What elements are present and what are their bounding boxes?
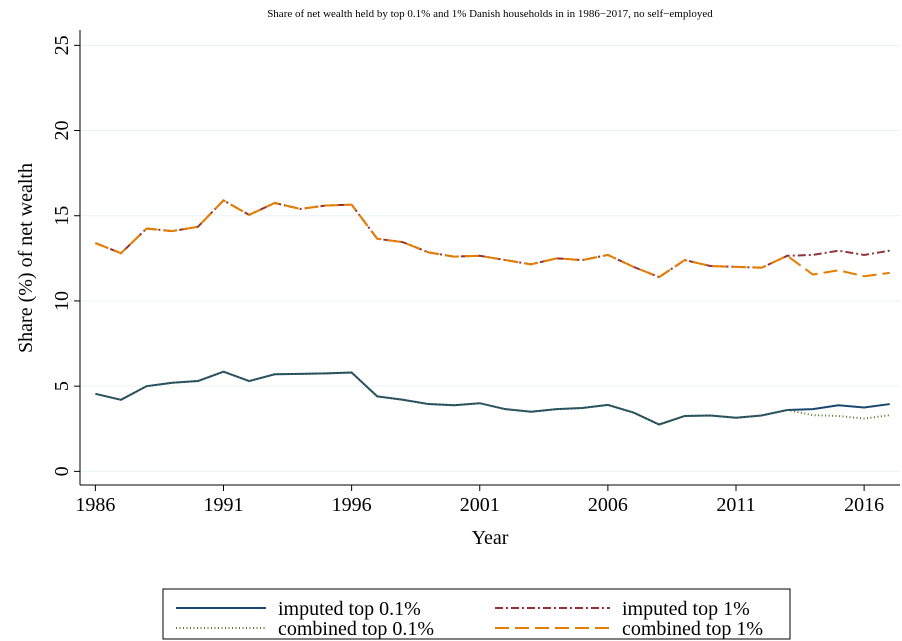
x-tick-label: 2001 xyxy=(460,494,500,516)
series-line xyxy=(95,199,890,279)
x-tick-label: 2006 xyxy=(588,494,628,516)
x-tick-label: 1996 xyxy=(332,494,372,516)
x-axis-label: Year xyxy=(472,527,509,549)
y-axis-label: Share (%) of net wealth xyxy=(15,163,37,353)
legend-label: combined top 0.1% xyxy=(278,618,434,640)
legend-label: imputed top 0.1% xyxy=(278,598,421,620)
y-tick-label: 10 xyxy=(51,291,73,311)
x-tick-label: 2011 xyxy=(716,494,755,516)
x-tick-label: 2016 xyxy=(844,494,884,516)
y-tick-label: 15 xyxy=(51,206,73,226)
x-tick-label: 1986 xyxy=(75,494,115,516)
legend-box xyxy=(162,588,791,640)
y-tick-label: 5 xyxy=(51,381,73,391)
legend-label: imputed top 1% xyxy=(622,598,750,620)
chart-title: Share of net wealth held by top 0.1% and… xyxy=(267,8,713,20)
y-tick-label: 20 xyxy=(51,121,73,141)
series-line xyxy=(95,370,890,426)
y-tick-label: 25 xyxy=(51,35,73,55)
series-line xyxy=(95,370,890,426)
y-tick-label: 0 xyxy=(51,466,73,476)
series-line xyxy=(95,199,890,279)
legend-label: combined top 1% xyxy=(622,618,763,640)
x-tick-label: 1991 xyxy=(204,494,244,516)
